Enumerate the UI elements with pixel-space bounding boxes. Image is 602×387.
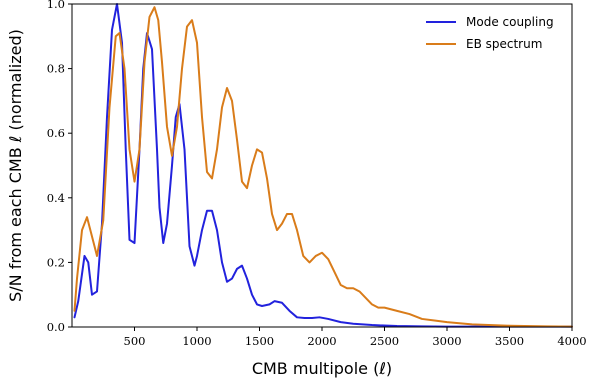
plot-frame (71, 3, 573, 328)
series-layer (73, 3, 573, 328)
x-tick-label: 3000 (432, 334, 461, 348)
y-tick-label: 0.4 (47, 191, 65, 205)
x-axis-label: CMB multipole (ℓ) (252, 359, 392, 378)
series-line-mode-coupling (73, 3, 573, 328)
plot-background (72, 4, 572, 327)
y-axis-ticks: 0.0 0.2 0.4 0.6 0.8 1.0 (47, 0, 72, 334)
legend-label: EB spectrum (466, 37, 542, 51)
y-tick-label: 1.0 (47, 0, 65, 11)
y-tick-label: 0.0 (47, 320, 65, 334)
legend-label: Mode coupling (466, 15, 554, 29)
y-axis-label: S/N from each CMB ℓ (normalized) (6, 29, 25, 302)
x-tick-label: 3500 (495, 334, 524, 348)
y-tick-label: 0.8 (47, 62, 65, 76)
x-tick-label: 4000 (557, 334, 586, 348)
y-tick-label: 0.2 (47, 255, 65, 269)
x-tick-label: 1500 (245, 334, 274, 348)
series-line-eb-spectrum (73, 6, 573, 328)
x-tick-label: 1000 (182, 334, 211, 348)
x-tick-label: 500 (124, 334, 146, 348)
x-axis-ticks: 500 1000 1500 2000 2500 3000 3500 4000 (124, 327, 587, 348)
y-tick-label: 0.6 (47, 126, 65, 140)
x-tick-label: 2500 (370, 334, 399, 348)
legend: Mode coupling EB spectrum (426, 15, 554, 51)
x-tick-label: 2000 (307, 334, 336, 348)
